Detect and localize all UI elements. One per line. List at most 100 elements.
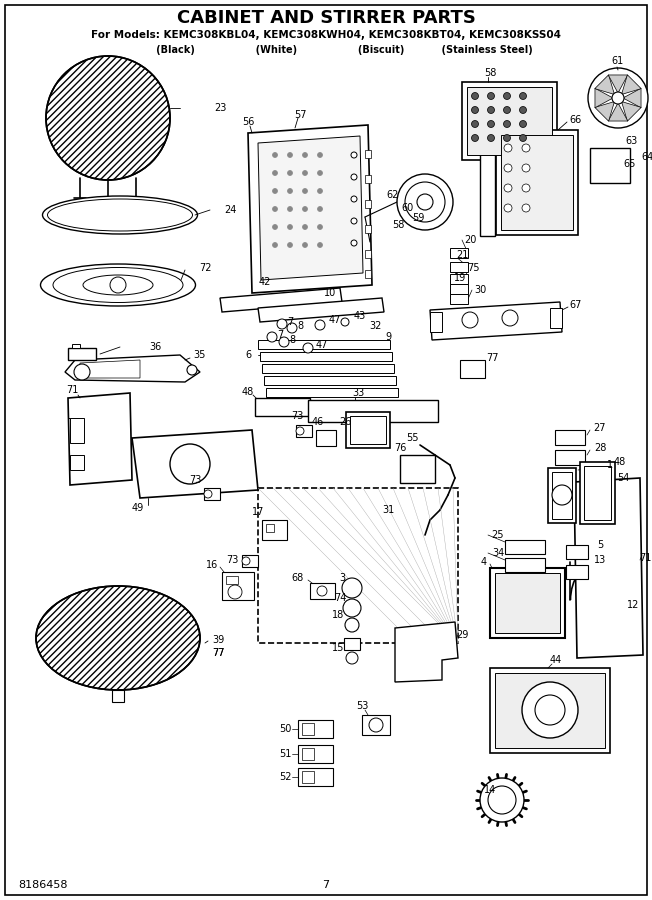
Circle shape — [318, 170, 323, 176]
Text: 49: 49 — [132, 503, 144, 513]
Circle shape — [318, 224, 323, 230]
Bar — [548, 468, 576, 523]
Polygon shape — [65, 355, 200, 382]
Bar — [262, 520, 287, 540]
Circle shape — [273, 242, 278, 248]
Bar — [362, 715, 390, 735]
Text: 63: 63 — [626, 136, 638, 146]
Circle shape — [522, 184, 530, 192]
Circle shape — [502, 310, 518, 326]
Circle shape — [277, 319, 287, 329]
Bar — [400, 455, 435, 483]
Text: 6: 6 — [245, 350, 251, 360]
Circle shape — [405, 182, 445, 222]
Circle shape — [288, 242, 293, 248]
Text: 24: 24 — [224, 205, 236, 215]
Circle shape — [288, 170, 293, 176]
Circle shape — [503, 134, 511, 141]
Circle shape — [369, 718, 383, 732]
Bar — [450, 294, 468, 304]
Text: 59: 59 — [412, 213, 424, 223]
Text: 64: 64 — [641, 152, 652, 162]
Polygon shape — [132, 430, 258, 498]
Circle shape — [303, 206, 308, 211]
Bar — [495, 673, 605, 748]
Bar — [450, 274, 468, 284]
Polygon shape — [258, 136, 363, 280]
Ellipse shape — [48, 199, 192, 231]
Text: 58: 58 — [484, 68, 496, 78]
Text: 7: 7 — [287, 317, 293, 327]
Bar — [584, 466, 611, 520]
Bar — [566, 565, 588, 579]
Text: 5: 5 — [597, 540, 603, 550]
Bar — [112, 690, 124, 702]
Text: 8: 8 — [297, 321, 303, 331]
Text: 15: 15 — [332, 643, 344, 653]
Text: 62: 62 — [387, 190, 399, 200]
Bar — [490, 568, 565, 638]
Text: 36: 36 — [149, 342, 161, 352]
Text: 20: 20 — [464, 235, 476, 245]
Text: 30: 30 — [474, 285, 486, 295]
Text: 73: 73 — [226, 555, 238, 565]
Circle shape — [522, 164, 530, 172]
Text: 27: 27 — [594, 423, 606, 433]
Circle shape — [351, 174, 357, 180]
Text: 32: 32 — [369, 321, 381, 331]
Text: 71: 71 — [66, 385, 78, 395]
Text: 13: 13 — [594, 555, 606, 565]
Circle shape — [74, 364, 90, 380]
Circle shape — [471, 134, 479, 141]
Text: 42: 42 — [259, 277, 271, 287]
Text: 8186458: 8186458 — [18, 880, 68, 890]
Bar — [552, 472, 572, 519]
Text: 75: 75 — [467, 263, 479, 273]
Polygon shape — [621, 102, 641, 122]
Text: 35: 35 — [194, 350, 206, 360]
Circle shape — [342, 578, 362, 598]
Text: 60: 60 — [401, 203, 413, 213]
Text: 50: 50 — [279, 724, 291, 734]
Bar — [462, 82, 557, 160]
Ellipse shape — [53, 267, 183, 302]
Text: 58: 58 — [392, 220, 404, 230]
Circle shape — [187, 365, 197, 375]
Circle shape — [488, 134, 494, 141]
Polygon shape — [595, 88, 613, 108]
Ellipse shape — [83, 275, 153, 295]
Polygon shape — [395, 622, 458, 682]
Bar — [255, 398, 310, 416]
Text: 71: 71 — [639, 553, 651, 563]
Circle shape — [535, 695, 565, 725]
Circle shape — [288, 206, 293, 211]
Circle shape — [318, 206, 323, 211]
Circle shape — [267, 332, 277, 342]
Bar — [258, 488, 458, 643]
Bar — [68, 348, 96, 360]
Circle shape — [303, 188, 308, 194]
Circle shape — [273, 152, 278, 158]
Circle shape — [612, 92, 624, 104]
Bar — [296, 425, 312, 437]
Text: 77: 77 — [486, 353, 498, 363]
Bar — [316, 430, 336, 446]
Bar — [302, 723, 314, 735]
Text: 10: 10 — [324, 288, 336, 298]
Circle shape — [318, 242, 323, 248]
Bar — [490, 668, 610, 753]
Circle shape — [273, 188, 278, 194]
Circle shape — [303, 224, 308, 230]
Text: 74: 74 — [334, 593, 346, 603]
Circle shape — [303, 343, 313, 353]
Polygon shape — [608, 103, 628, 121]
Bar — [365, 250, 371, 258]
Circle shape — [288, 188, 293, 194]
Bar — [302, 771, 314, 783]
Circle shape — [170, 444, 210, 484]
Text: 47: 47 — [329, 315, 341, 325]
Bar — [480, 128, 495, 236]
Bar — [298, 745, 333, 763]
Polygon shape — [574, 478, 643, 658]
Circle shape — [503, 106, 511, 113]
